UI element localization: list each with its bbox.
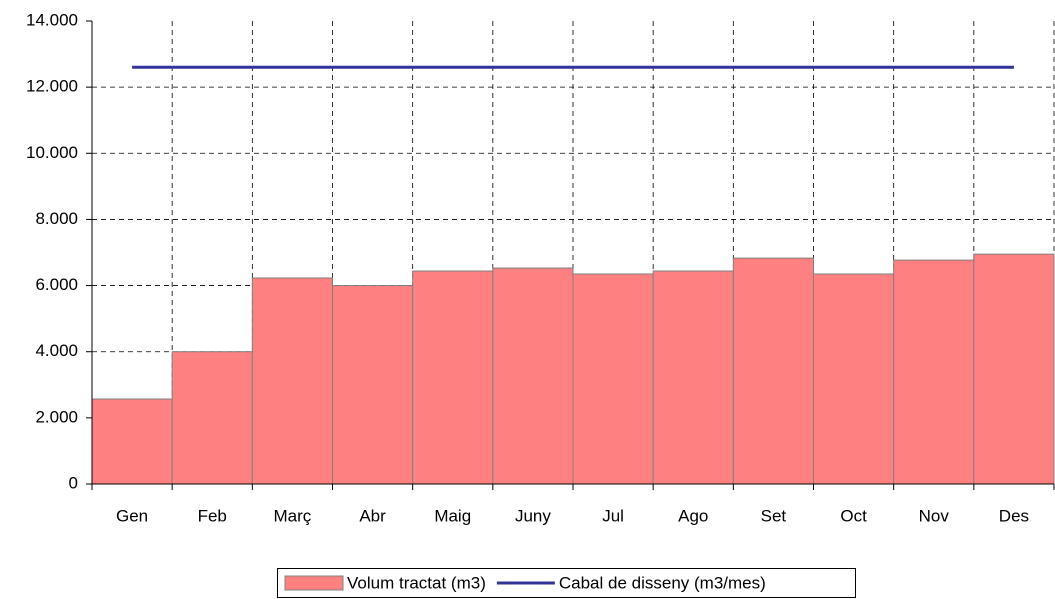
y-tick-label: 6.000: [35, 275, 78, 294]
bar: [893, 259, 975, 485]
bar: [251, 277, 333, 485]
y-tick-label: 10.000: [26, 143, 78, 162]
bar: [732, 257, 814, 485]
x-tick-label: Gen: [116, 506, 148, 525]
bar: [572, 273, 654, 485]
bar: [412, 270, 494, 485]
bar: [813, 273, 895, 485]
legend-label: Cabal de disseny (m3/mes): [559, 573, 766, 592]
legend-label: Volum tractat (m3): [347, 573, 486, 592]
bar: [492, 267, 574, 485]
x-tick-label: Des: [999, 506, 1029, 525]
y-tick-label: 14.000: [26, 10, 78, 29]
x-tick-label: Feb: [198, 506, 227, 525]
y-tick-label: 2.000: [35, 407, 78, 426]
x-tick-label: Ago: [678, 506, 708, 525]
bar: [652, 270, 734, 485]
bar: [91, 398, 173, 485]
x-tick-label: Març: [274, 506, 312, 525]
x-tick-label: Set: [761, 506, 787, 525]
x-tick-label: Abr: [359, 506, 386, 525]
y-tick-label: 4.000: [35, 341, 78, 360]
x-tick-label: Juny: [515, 506, 551, 525]
legend-box: [277, 568, 856, 598]
x-tick-label: Oct: [840, 506, 867, 525]
legend-swatch: [284, 575, 344, 591]
bar: [171, 351, 253, 485]
bar: [332, 285, 414, 485]
x-tick-label: Jul: [602, 506, 624, 525]
x-tick-label: Nov: [919, 506, 950, 525]
y-tick-label: 0: [69, 473, 78, 492]
y-tick-label: 8.000: [35, 209, 78, 228]
bar: [973, 253, 1055, 485]
x-tick-label: Maig: [434, 506, 471, 525]
y-tick-label: 12.000: [26, 77, 78, 96]
